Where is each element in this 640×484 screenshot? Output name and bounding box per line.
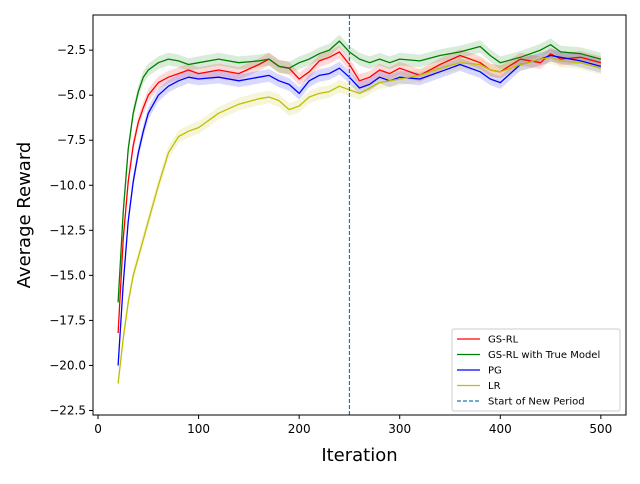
- x-axis-ticks: 0 100 200 300 400 500: [94, 415, 612, 436]
- x-tick-label: 100: [187, 422, 210, 436]
- y-tick-label: −7.5: [57, 133, 86, 147]
- y-tick-label: −17.5: [49, 313, 86, 327]
- x-tick-label: 300: [388, 422, 411, 436]
- legend-label: PG: [488, 366, 502, 377]
- confidence-bands: [118, 34, 601, 390]
- y-tick-label: −22.5: [49, 403, 86, 417]
- legend-items: GS-RL GS-RL with True Model PG LR Start of N…: [457, 335, 600, 408]
- y-tick-label: −2.5: [57, 43, 86, 57]
- y-tick-label: −20.0: [49, 358, 86, 372]
- series-line-3: [117, 56, 602, 384]
- series-band-1: [118, 34, 601, 309]
- legend-box: [451, 328, 621, 412]
- x-tick-label: 500: [589, 422, 612, 436]
- series-line-2: [117, 54, 602, 366]
- legend-label: LR: [488, 381, 501, 392]
- series-lines: [117, 40, 602, 384]
- x-tick-label: 200: [288, 422, 311, 436]
- x-axis-title: Iteration: [321, 445, 397, 466]
- legend-label: GS-RL: [488, 335, 519, 346]
- y-tick-label: −10.0: [49, 178, 86, 192]
- y-tick-label: −5.0: [57, 88, 86, 102]
- x-tick-label: 0: [94, 422, 102, 436]
- y-axis-ticks: −22.5 −20.0 −17.5 −15.0 −12.5 −10.0 −7.5 −5.0 −2…: [49, 43, 93, 417]
- y-axis-title: Average Reward: [14, 142, 35, 289]
- legend-label: Start of New Period: [488, 397, 585, 408]
- legend: GS-RL GS-RL with True Model PG LR Start of N…: [451, 328, 621, 412]
- legend-label: GS-RL with True Model: [488, 350, 600, 361]
- series-band-0: [118, 45, 601, 340]
- y-tick-label: −12.5: [49, 223, 86, 237]
- series-line-1: [117, 40, 602, 303]
- x-tick-label: 400: [489, 422, 512, 436]
- y-tick-label: −15.0: [49, 268, 86, 282]
- plot-frame: [92, 14, 627, 416]
